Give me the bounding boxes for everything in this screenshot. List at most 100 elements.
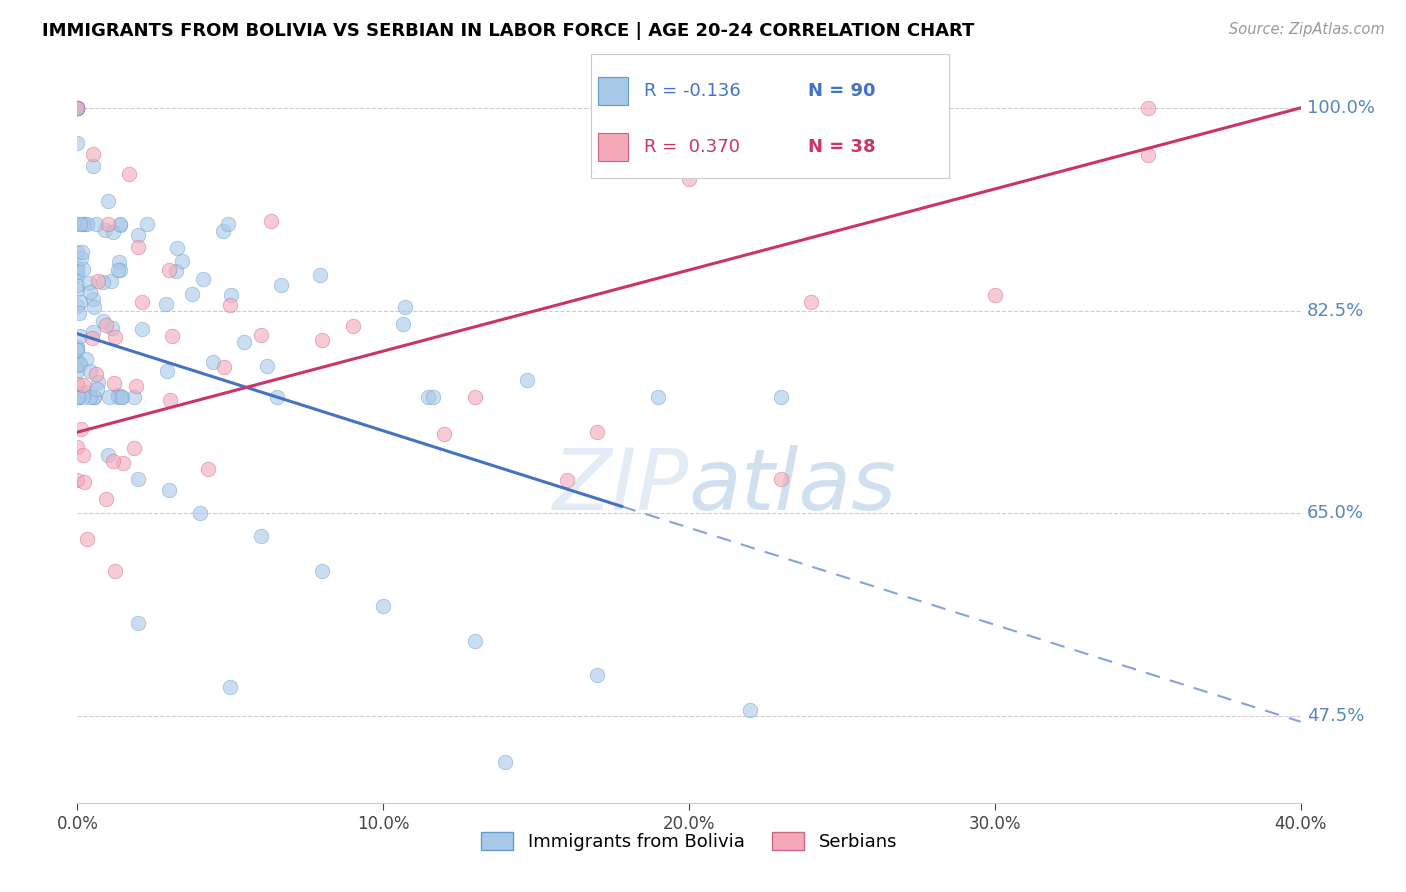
Point — [166, 263, 188, 277]
Point — [66, 265, 89, 279]
Point — [555, 473, 578, 487]
Point — [66, 101, 89, 115]
Point — [214, 359, 236, 374]
Point — [221, 288, 243, 302]
Point — [75, 351, 97, 366]
Point — [86, 382, 108, 396]
Point — [66, 101, 89, 115]
Point — [97, 194, 120, 208]
Point — [155, 364, 177, 378]
Point — [66, 101, 89, 115]
Point — [180, 287, 202, 301]
Text: ZIP: ZIP — [553, 445, 689, 528]
Point — [131, 294, 153, 309]
Point — [101, 321, 124, 335]
Point — [122, 442, 145, 456]
Point — [250, 328, 273, 343]
Point — [1136, 148, 1159, 162]
Point — [166, 241, 188, 255]
Point — [266, 391, 288, 405]
Point — [250, 529, 273, 543]
Point — [66, 283, 89, 297]
Point — [107, 388, 129, 402]
Point — [93, 223, 115, 237]
Point — [66, 376, 89, 391]
Point — [107, 391, 129, 405]
Point — [769, 391, 792, 405]
Point — [80, 331, 103, 345]
Point — [93, 276, 115, 290]
Point — [769, 471, 792, 485]
Point — [107, 254, 129, 268]
Point — [72, 448, 94, 462]
Point — [69, 294, 91, 309]
Point — [73, 217, 96, 231]
Point — [72, 475, 94, 490]
Point — [416, 391, 439, 405]
Point — [110, 263, 132, 277]
Point — [82, 147, 104, 161]
Point — [233, 335, 256, 350]
Point — [342, 318, 364, 333]
Point — [83, 391, 105, 405]
Point — [97, 217, 120, 231]
Point — [135, 217, 157, 231]
Point — [82, 159, 104, 173]
Point — [72, 378, 94, 392]
Point — [66, 136, 89, 150]
Point — [84, 217, 107, 231]
Point — [197, 462, 219, 476]
Point — [87, 274, 110, 288]
Point — [66, 278, 89, 293]
Point — [66, 391, 89, 405]
Point — [66, 342, 89, 356]
Point — [72, 217, 94, 231]
Text: R = -0.136: R = -0.136 — [644, 82, 741, 100]
Point — [422, 391, 444, 405]
Text: N = 38: N = 38 — [808, 138, 876, 156]
Point — [219, 680, 242, 694]
Point — [122, 391, 145, 405]
Point — [69, 329, 91, 343]
Point — [66, 217, 89, 231]
Point — [495, 756, 517, 770]
Point — [66, 299, 89, 313]
Point — [125, 379, 148, 393]
Point — [188, 506, 211, 520]
Point — [433, 427, 456, 442]
Point — [66, 101, 89, 115]
Text: 100.0%: 100.0% — [1306, 99, 1375, 117]
Text: 65.0%: 65.0% — [1306, 504, 1364, 522]
Point — [159, 392, 181, 407]
Point — [586, 668, 609, 682]
Point — [77, 276, 100, 290]
Point — [394, 300, 416, 314]
Point — [131, 321, 153, 335]
Text: N = 90: N = 90 — [808, 82, 876, 100]
Point — [270, 277, 292, 292]
Point — [82, 325, 104, 339]
Point — [256, 359, 278, 373]
Point — [127, 228, 149, 243]
Point — [70, 252, 93, 266]
Point — [984, 287, 1007, 301]
Point — [311, 333, 333, 347]
Text: Source: ZipAtlas.com: Source: ZipAtlas.com — [1229, 22, 1385, 37]
Point — [211, 224, 233, 238]
Point — [96, 318, 118, 332]
Point — [66, 101, 89, 115]
Point — [66, 101, 89, 115]
Point — [103, 225, 125, 239]
Point — [97, 391, 120, 405]
Point — [72, 262, 94, 277]
Point — [72, 391, 94, 405]
Text: 47.5%: 47.5% — [1306, 707, 1364, 725]
Point — [79, 285, 101, 299]
Point — [70, 245, 93, 260]
Point — [87, 375, 110, 389]
Point — [66, 391, 89, 405]
Point — [82, 292, 104, 306]
Point — [66, 340, 89, 354]
Point — [66, 391, 89, 405]
Point — [84, 367, 107, 381]
